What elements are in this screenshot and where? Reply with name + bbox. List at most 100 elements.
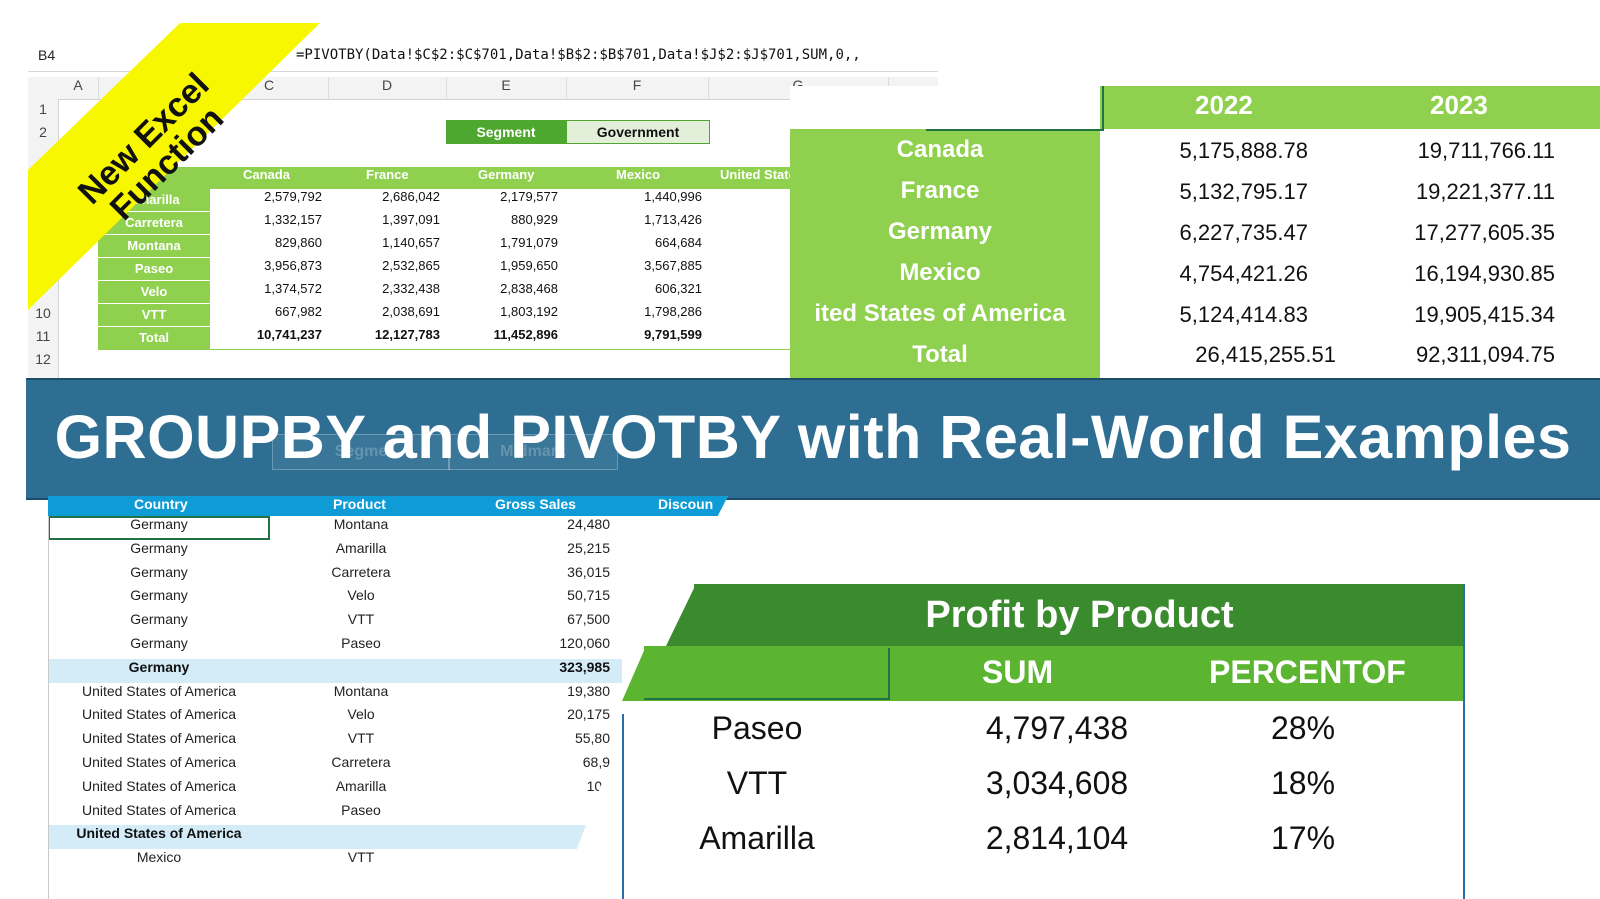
profit-corner-cell[interactable] <box>644 648 890 700</box>
product-label[interactable]: Amarilla <box>699 820 815 856</box>
pivot-corner-cell[interactable] <box>926 86 1104 131</box>
year-value[interactable]: 4,754,421.26 <box>1179 261 1308 286</box>
groupby-col-header[interactable]: Gross Sales <box>495 496 576 512</box>
segment-filter-value[interactable]: Government <box>566 120 710 144</box>
country-cell[interactable]: United States of America <box>76 825 242 842</box>
table-row[interactable]: Mexico VTT <box>48 849 728 873</box>
product-cell[interactable]: VTT <box>347 849 375 866</box>
product-cell[interactable]: VTT <box>347 730 375 747</box>
table-row[interactable]: United States of America VTT 55,80 <box>48 730 728 754</box>
pivot-cell[interactable]: 2,332,438 <box>382 281 440 296</box>
active-cell-selection[interactable] <box>48 516 270 540</box>
country-cell[interactable]: Germany <box>128 658 190 675</box>
gross-sales-cell[interactable]: 24,480 <box>567 516 610 532</box>
pivot-row-label[interactable]: Montana <box>98 235 210 257</box>
country-cell[interactable]: United States of America <box>81 682 237 699</box>
gross-sales-cell[interactable]: 20,175 <box>567 706 610 723</box>
col-header-d[interactable]: D <box>328 77 447 99</box>
year-total-value[interactable]: 92,311,094.75 <box>1415 342 1555 367</box>
pivot-cell[interactable]: 2,038,691 <box>382 304 440 319</box>
groupby-col-header[interactable]: Product <box>333 496 386 512</box>
table-row[interactable]: United States of America Amarilla 105 <box>48 778 728 802</box>
groupby-col-header[interactable]: Country <box>134 496 188 512</box>
pivot-cell[interactable]: 1,791,079 <box>500 235 558 250</box>
country-cell[interactable]: Germany <box>130 539 188 556</box>
year-value[interactable]: 17,277,605.35 <box>1414 220 1555 245</box>
country-cell[interactable]: United States of America <box>81 754 237 770</box>
profit-sum[interactable]: 3,034,608 <box>985 765 1129 801</box>
table-row[interactable]: Germany Velo 50,715 <box>48 587 728 611</box>
pivot-total-cell[interactable]: 10,741,237 <box>256 327 322 342</box>
pivot-cell[interactable]: 1,959,650 <box>500 258 558 273</box>
country-label[interactable]: France <box>900 177 980 204</box>
pivot-cell[interactable]: 1,397,091 <box>382 212 440 227</box>
country-cell[interactable]: United States of America <box>81 706 237 723</box>
pivot-cell[interactable]: 829,860 <box>275 235 322 250</box>
subtotal-row[interactable]: Germany 323,985 <box>48 658 728 683</box>
year-value[interactable]: 5,124,414.83 <box>1179 302 1308 327</box>
table-row[interactable]: Germany Montana 24,480 <box>48 516 728 540</box>
country-cell[interactable]: United States of America <box>81 777 237 794</box>
groupby-col-header[interactable]: Discoun <box>658 496 714 512</box>
country-label[interactable]: Mexico <box>899 259 981 286</box>
profit-percent[interactable]: 18% <box>1270 765 1336 801</box>
country-cell[interactable]: Germany <box>130 635 188 651</box>
percentof-header[interactable]: PERCENTOF <box>1209 654 1406 690</box>
product-cell[interactable]: Velo <box>347 587 375 604</box>
gross-sales-cell[interactable]: 105 <box>586 777 610 794</box>
country-cell[interactable]: Germany <box>130 587 188 604</box>
pivot-total-cell[interactable]: 11,452,896 <box>493 327 558 342</box>
table-row[interactable]: Germany Carretera 36,015 <box>48 564 728 588</box>
country-cell[interactable]: Germany <box>130 516 188 532</box>
product-cell[interactable]: Carretera <box>331 754 391 770</box>
country-cell[interactable]: Germany <box>130 611 188 628</box>
country-label[interactable]: Canada <box>896 136 984 163</box>
country-total-label[interactable]: Total <box>912 341 968 368</box>
pivot-row-label[interactable]: VTT <box>98 304 210 326</box>
profit-sum[interactable]: 4,797,438 <box>985 710 1129 746</box>
country-cell[interactable]: Germany <box>130 563 188 580</box>
row-number[interactable]: 2 <box>39 124 47 140</box>
year-value[interactable]: 19,905,415.34 <box>1414 302 1555 327</box>
col-header-f[interactable]: F <box>566 77 709 99</box>
profit-sum[interactable]: 2,814,104 <box>985 820 1129 856</box>
table-row[interactable]: Germany VTT 67,500 <box>48 611 728 635</box>
name-box[interactable]: B4 <box>38 47 56 63</box>
pivot-cell[interactable]: 3,567,885 <box>644 258 702 273</box>
country-label[interactable]: ited States of America <box>814 300 1066 327</box>
sum-header[interactable]: SUM <box>982 654 1054 690</box>
pivot-cell[interactable]: 2,838,468 <box>500 281 558 296</box>
pivot-cell[interactable]: 1,332,157 <box>264 212 322 227</box>
gross-sales-cell[interactable]: 120,060 <box>559 635 610 651</box>
product-cell[interactable]: Amarilla <box>335 777 387 794</box>
year-total-value[interactable]: 26,415,255.51 <box>1195 342 1336 367</box>
year-value[interactable]: 16,194,930.85 <box>1414 261 1555 286</box>
pivot-total-label[interactable]: Total <box>98 327 210 349</box>
product-cell[interactable]: Carretera <box>331 563 391 580</box>
pivot-row-label[interactable]: Paseo <box>98 258 210 280</box>
col-header-c[interactable]: C <box>210 77 329 99</box>
formula-input[interactable]: =PIVOTBY(Data!$C$2:$C$701,Data!$B$2:$B$7… <box>296 47 861 63</box>
pivot-cell[interactable]: 1,374,572 <box>264 281 322 296</box>
table-row[interactable]: United States of America Paseo 2 <box>48 802 728 826</box>
gross-sales-cell[interactable]: 2 <box>602 801 610 818</box>
gross-sales-cell[interactable]: 25,215 <box>567 539 610 556</box>
gross-sales-cell[interactable]: 19,380 <box>567 682 610 699</box>
pivot-cell[interactable]: 2,532,865 <box>382 258 440 273</box>
pivot-cell[interactable]: 606,321 <box>655 281 702 296</box>
product-cell[interactable]: Amarilla <box>335 539 387 556</box>
table-row[interactable]: Germany Paseo 120,060 <box>48 635 728 659</box>
pivot-cell[interactable]: 667,982 <box>275 304 322 319</box>
product-label[interactable]: Paseo <box>711 710 803 746</box>
pivot-cell[interactable]: 880,929 <box>511 212 558 227</box>
country-cell[interactable]: United States of America <box>81 801 237 818</box>
pivot-cell[interactable]: 1,713,426 <box>644 212 702 227</box>
pivot-cell[interactable]: 3,956,873 <box>264 258 322 273</box>
gross-sales-cell[interactable]: 67,500 <box>567 611 610 628</box>
table-row[interactable]: United States of America Velo 20,175 <box>48 706 728 730</box>
year-value[interactable]: 19,711,766.11 <box>1417 138 1555 163</box>
pivot-total-cell[interactable]: 12,127,783 <box>374 327 440 342</box>
profit-percent[interactable]: 28% <box>1270 710 1336 746</box>
country-cell[interactable]: United States of America <box>81 730 237 747</box>
pivot-cell[interactable]: 2,179,577 <box>500 189 558 204</box>
